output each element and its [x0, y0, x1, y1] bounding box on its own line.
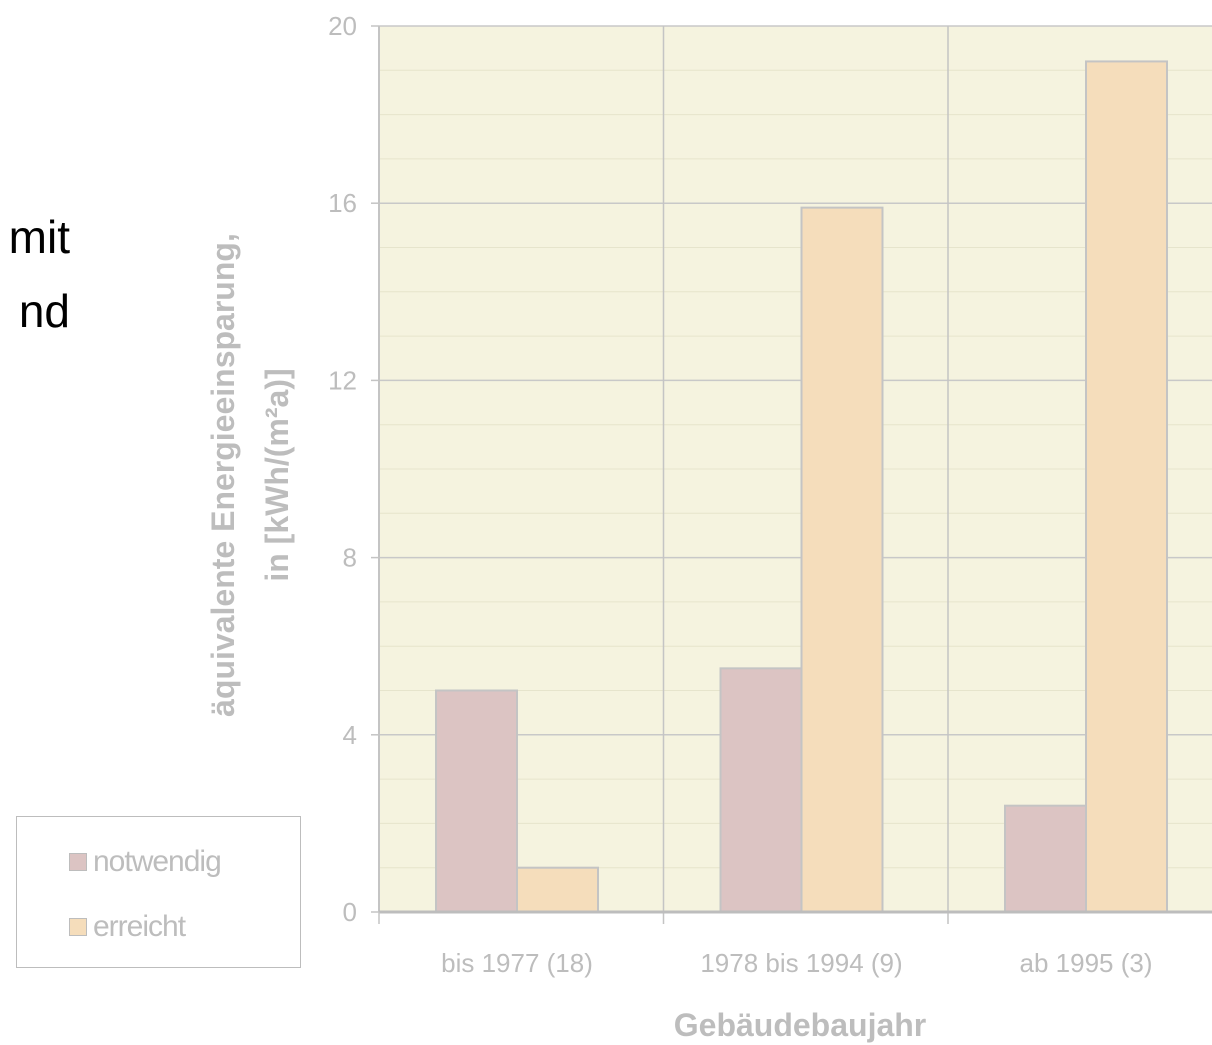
- legend-swatch-erreicht: [69, 918, 87, 936]
- y-tick-label: 12: [328, 365, 357, 395]
- y-tick-label: 4: [343, 720, 357, 750]
- bar-notwendig-2: [1004, 804, 1087, 913]
- bars: [435, 60, 1168, 914]
- x-category-label: 1978 bis 1994 (9): [700, 948, 902, 978]
- y-axis-title-line-1: äquivalente Energieeinsparung,: [205, 233, 241, 717]
- legend-swatch-notwendig: [69, 853, 87, 871]
- y-tick-label: 0: [343, 897, 357, 927]
- cropped-text-line-2: nd: [18, 285, 70, 337]
- y-tick-label: 16: [328, 188, 357, 218]
- y-tick-label: 8: [343, 543, 357, 573]
- x-axis-categories: bis 1977 (18) 1978 bis 1994 (9) ab 1995 (3…: [378, 912, 1153, 978]
- legend: notwendig erreicht: [16, 816, 301, 968]
- x-category-label: ab 1995 (3): [1020, 948, 1153, 978]
- bar-notwendig-0: [435, 689, 518, 913]
- y-tick-label: 20: [328, 11, 357, 41]
- category-separators: [662, 26, 949, 924]
- bar-erreicht-1: [800, 206, 884, 913]
- bar-erreicht-0: [516, 866, 599, 914]
- x-category-label: bis 1977 (18): [441, 948, 593, 978]
- bar-notwendig-1: [719, 667, 803, 913]
- x-axis-title: Gebäudebaujahr: [674, 1007, 927, 1043]
- y-axis-title-line-2: in [kWh/(m²a)]: [259, 368, 295, 581]
- y-axis-title: äquivalente Energieeinsparung, in [kWh/(…: [205, 233, 295, 717]
- legend-item-notwendig: notwendig: [69, 845, 222, 879]
- y-axis-ticks: 0 4 8 12 16 20: [328, 11, 379, 927]
- cropped-text-line-1: mit: [8, 211, 70, 263]
- legend-item-erreicht: erreicht: [69, 910, 186, 944]
- legend-label-erreicht: erreicht: [93, 910, 186, 943]
- legend-label-notwendig: notwendig: [93, 845, 222, 878]
- bar-erreicht-2: [1085, 60, 1168, 913]
